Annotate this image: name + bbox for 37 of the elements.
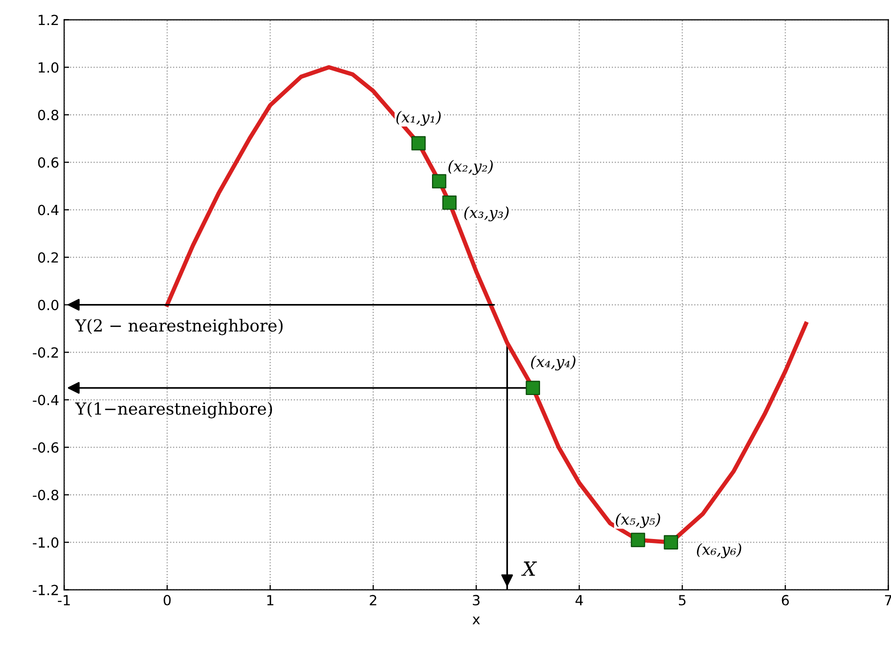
y-tick-label: -1.2 [32,584,58,596]
annotation: (x₄,y₄) [531,355,576,370]
y-tick-label: -0.8 [32,490,58,500]
point [432,174,446,188]
x-tick-label: 1 [267,595,274,606]
x-tick-label: 2 [370,594,376,606]
x-tick-label: -1 [58,595,70,606]
annotation: (x₁,y₁) [396,110,441,126]
x-axis-title: x [472,616,480,624]
annotation: (x₅,y₅) [616,512,660,528]
y-tick-label: 1.0 [38,62,58,73]
y-tick-label: 0.0 [38,300,58,310]
annotation: (x₆,y₆) [696,543,742,558]
x-tick-label: 3 [472,594,480,606]
y-tick-label: 1.2 [38,14,58,26]
x-tick-label: 0 [164,594,171,606]
annotation: (x₃,y₃) [464,206,509,222]
x-tick-label: 5 [678,595,686,606]
y-tick-label: -1.0 [32,537,58,548]
point [411,136,426,150]
y-tick-label: -0.6 [32,442,58,453]
y-tick-label: 0.4 [38,204,59,216]
point [442,196,457,210]
ref-line-label: X [521,562,537,576]
point [526,380,540,396]
annotation: (x₂,y₂) [448,160,493,175]
point [630,532,646,548]
annotation: Y(2 − nearestneighbore) [75,318,283,336]
y-tick-label: 0.2 [38,252,58,263]
y-tick-label: 0.6 [38,157,58,168]
y-tick-label: -0.2 [32,347,58,358]
annotation: Y(1−nearestneighbore) [75,402,272,418]
y-tick-label: -0.4 [32,394,59,406]
point [664,535,678,550]
x-tick-label: 6 [782,594,789,606]
y-tick-label: 0.8 [38,110,58,120]
x-tick-label: 4 [576,595,583,606]
